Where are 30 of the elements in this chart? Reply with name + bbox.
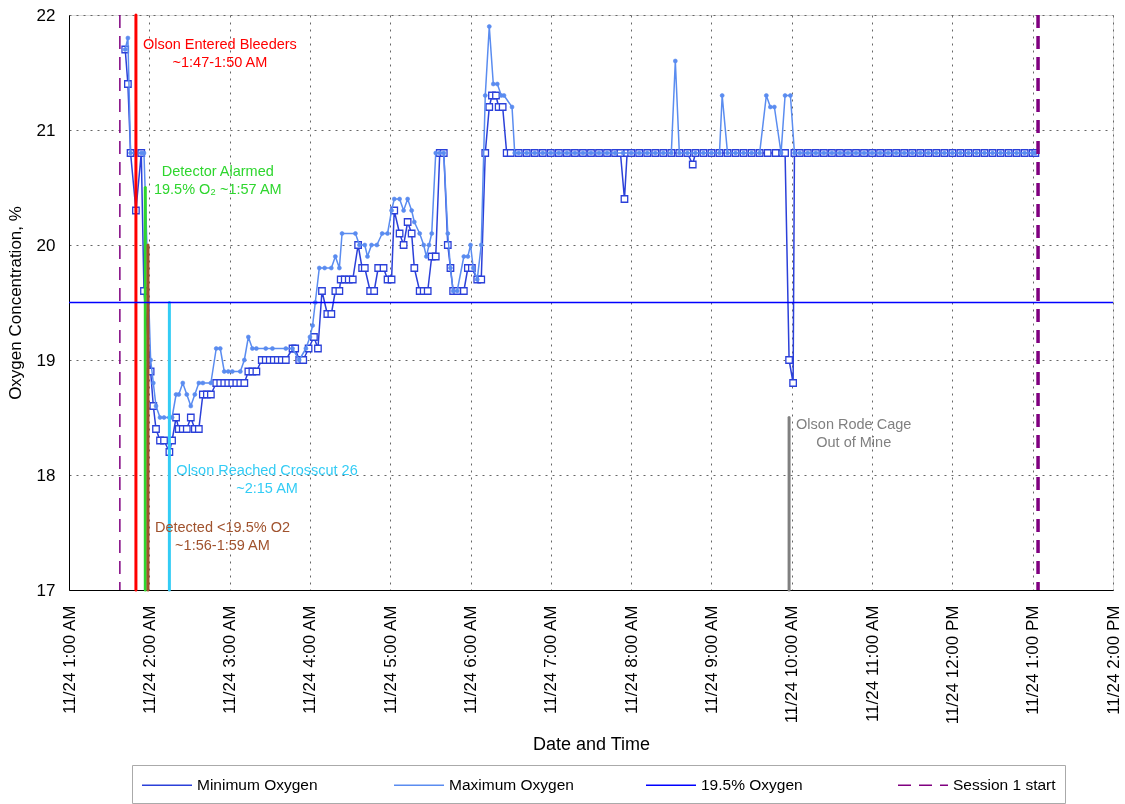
x-tick-label: 11/24 12:00 PM xyxy=(942,605,962,725)
y-tick-label: 17 xyxy=(36,580,56,600)
x-tick-label: 11/24 11:00 AM xyxy=(862,605,882,723)
annotation: Olson Rode Cage Out of Mine xyxy=(796,415,912,450)
x-tick-label: 11/24 1:00 AM xyxy=(59,605,79,714)
legend-label: Minimum Oxygen xyxy=(197,776,318,794)
legend-label: Session 1 start xyxy=(953,776,1057,794)
x-axis-title: Date and Time xyxy=(532,734,651,755)
annotation: Olson Reached Crosscut 26 ~2:15 AM xyxy=(176,461,358,496)
x-tick-label: 11/24 2:00 PM xyxy=(1103,605,1123,715)
annotation: Olson Entered Bleeders ~1:47-1:50 AM xyxy=(142,36,297,70)
legend-label: Maximum Oxygen xyxy=(449,776,574,794)
x-tick-label: 11/24 6:00 AM xyxy=(461,605,481,714)
x-tick-label: 11/24 2:00 AM xyxy=(139,605,159,714)
y-tick-label: 22 xyxy=(36,5,56,25)
x-tick-label: 11/24 5:00 AM xyxy=(380,605,400,714)
x-tick-label: 11/24 8:00 AM xyxy=(621,605,641,714)
x-tick-label: 11/24 9:00 AM xyxy=(701,605,721,714)
x-tick-label: 11/24 1:00 PM xyxy=(1023,605,1043,715)
legend-label: 19.5% Oxygen xyxy=(701,776,803,794)
y-tick-label: 19 xyxy=(36,350,56,370)
x-tick-label: 11/24 3:00 AM xyxy=(220,605,240,714)
x-tick-label: 11/24 7:00 AM xyxy=(541,605,561,714)
x-tick-label: 11/24 10:00 AM xyxy=(782,605,802,724)
annotation: Detector Alarmed 19.5% O₂ ~1:57 AM xyxy=(153,162,282,197)
y-tick-label: 20 xyxy=(36,235,56,255)
x-tick-label: 11/24 4:00 AM xyxy=(300,605,320,714)
y-tick-label: 18 xyxy=(36,465,56,485)
y-tick-label: 21 xyxy=(36,120,56,140)
y-axis-title: Oxygen Concentration, % xyxy=(5,206,25,400)
